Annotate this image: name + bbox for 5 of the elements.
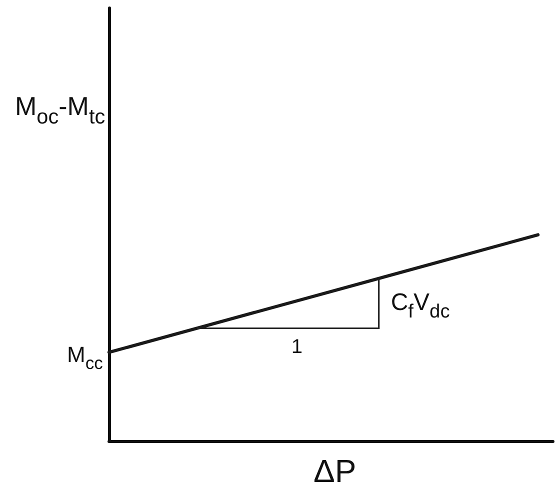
x-axis-title: ΔP	[314, 453, 356, 487]
y-axis-title: M$_{oc}$-M$_{tc}$	[15, 91, 106, 128]
annotation: 1	[291, 336, 302, 358]
annotation: C$_{f}$V$_{dc}$	[390, 289, 450, 324]
annotation: M$_{cc}$	[67, 342, 103, 373]
